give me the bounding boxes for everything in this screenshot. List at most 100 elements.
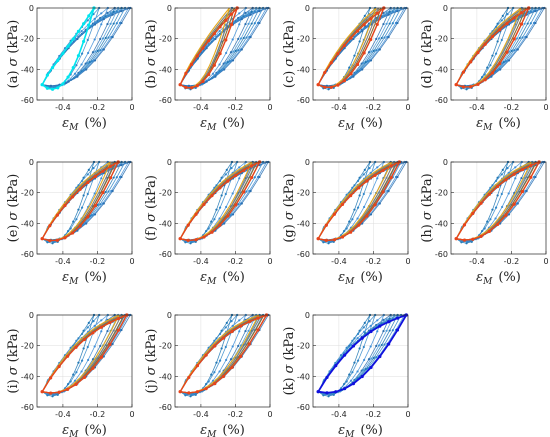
data-point bbox=[72, 220, 75, 223]
data-point bbox=[500, 192, 503, 196]
data-point bbox=[362, 173, 365, 176]
panel-label: (g) bbox=[282, 224, 297, 242]
data-point bbox=[247, 22, 250, 25]
data-point bbox=[76, 75, 79, 78]
data-point bbox=[238, 23, 241, 26]
data-point bbox=[100, 319, 103, 322]
x-axis-subscript: M bbox=[68, 123, 79, 133]
data-point-highlight bbox=[476, 82, 480, 87]
data-point-highlight bbox=[195, 84, 199, 88]
data-point bbox=[358, 40, 361, 43]
series-line-inner bbox=[180, 161, 258, 241]
data-point bbox=[348, 373, 351, 376]
data-point-highlight bbox=[40, 390, 44, 394]
data-point-highlight bbox=[76, 29, 81, 33]
data-point bbox=[385, 22, 388, 25]
data-point bbox=[376, 319, 379, 322]
y-axis-label: (j) σ (kPa) bbox=[144, 329, 159, 394]
data-point-highlight bbox=[461, 70, 466, 74]
data-point bbox=[496, 40, 499, 43]
x-axis-symbol: ε bbox=[338, 423, 345, 437]
data-point-highlight bbox=[202, 235, 206, 239]
data-point-highlight bbox=[357, 186, 361, 190]
y-tick-label: 0 bbox=[305, 158, 310, 167]
data-point-highlight bbox=[360, 336, 364, 340]
data-point bbox=[499, 68, 502, 71]
data-point-highlight bbox=[116, 328, 120, 332]
data-point-highlight bbox=[108, 342, 112, 347]
data-point bbox=[112, 22, 115, 25]
data-point bbox=[489, 186, 492, 189]
data-point-highlight bbox=[504, 178, 508, 182]
data-point-highlight bbox=[323, 70, 327, 75]
data-point bbox=[230, 320, 233, 323]
x-tick-label: 0 bbox=[405, 103, 410, 112]
x-tick-label: 0 bbox=[129, 257, 134, 266]
data-point-highlight bbox=[101, 169, 105, 173]
data-point-highlight bbox=[108, 164, 113, 169]
data-point bbox=[73, 72, 77, 75]
y-tick-label: 0 bbox=[167, 4, 172, 13]
data-point-highlight bbox=[78, 224, 82, 228]
data-point-highlight bbox=[178, 390, 182, 394]
data-point-highlight bbox=[512, 202, 516, 206]
data-point-highlight bbox=[239, 324, 243, 328]
data-point bbox=[218, 29, 221, 33]
x-axis-label: εM (%) bbox=[476, 270, 521, 287]
data-point bbox=[250, 22, 253, 25]
data-point-highlight bbox=[519, 11, 524, 15]
data-point bbox=[225, 51, 228, 55]
data-point bbox=[115, 176, 118, 179]
data-point-highlight bbox=[324, 223, 328, 227]
panel-label: (c) bbox=[282, 71, 297, 88]
data-point bbox=[349, 379, 353, 382]
y-axis-symbol: σ bbox=[144, 365, 159, 375]
data-point bbox=[69, 380, 72, 383]
data-point-highlight bbox=[91, 331, 95, 335]
data-point-highlight bbox=[381, 190, 385, 194]
panel-d: 0 -20 -40 -60 -0.4 -0.2 0 (d) σ (kPa) εM (%) bbox=[420, 4, 549, 133]
y-tick-label: -20 bbox=[159, 189, 172, 198]
y-axis-symbol: σ bbox=[282, 57, 297, 67]
y-tick-label: 0 bbox=[167, 311, 172, 320]
x-axis-unit: (%) bbox=[84, 423, 107, 437]
data-point bbox=[224, 345, 227, 349]
data-point bbox=[106, 329, 109, 333]
data-point-highlight bbox=[332, 238, 337, 242]
data-point-highlight bbox=[520, 167, 525, 172]
data-point-highlight bbox=[340, 202, 345, 207]
data-point bbox=[196, 57, 199, 60]
data-point bbox=[118, 175, 122, 179]
data-point bbox=[80, 52, 84, 55]
series-line-inner bbox=[456, 161, 537, 241]
data-point-highlight bbox=[87, 14, 91, 18]
series-line-inner bbox=[455, 161, 532, 239]
data-point bbox=[102, 202, 105, 205]
y-axis-symbol: σ bbox=[6, 56, 21, 66]
data-point bbox=[82, 194, 85, 197]
series-line-inner bbox=[41, 161, 111, 239]
x-tick-label: -0.4 bbox=[193, 257, 209, 266]
data-point bbox=[91, 51, 95, 54]
data-point bbox=[387, 13, 390, 16]
data-point bbox=[218, 179, 222, 183]
data-point bbox=[69, 227, 72, 230]
x-axis-unit: (%) bbox=[222, 423, 245, 437]
data-point-highlight bbox=[336, 52, 340, 56]
data-point bbox=[215, 208, 218, 211]
data-point-highlight bbox=[71, 37, 75, 41]
data-point-highlight bbox=[48, 239, 52, 243]
data-point bbox=[77, 361, 80, 364]
data-point bbox=[238, 166, 241, 169]
data-point bbox=[87, 321, 90, 324]
data-point bbox=[369, 213, 373, 216]
y-axis-symbol: σ bbox=[282, 210, 297, 220]
data-point bbox=[214, 37, 217, 41]
data-point-highlight bbox=[329, 61, 333, 65]
data-point-highlight bbox=[395, 328, 400, 332]
data-point-highlight bbox=[226, 179, 230, 183]
data-point bbox=[75, 371, 78, 374]
data-point bbox=[351, 218, 354, 221]
data-point bbox=[207, 227, 210, 230]
data-point bbox=[394, 175, 398, 179]
